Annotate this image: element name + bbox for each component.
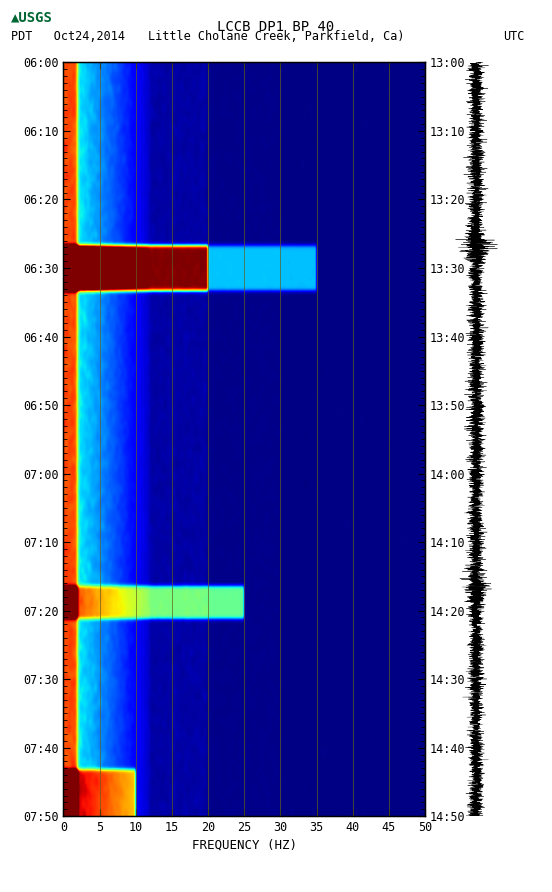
X-axis label: FREQUENCY (HZ): FREQUENCY (HZ) bbox=[192, 838, 297, 851]
Text: Little Cholane Creek, Parkfield, Ca): Little Cholane Creek, Parkfield, Ca) bbox=[148, 30, 404, 44]
Text: ▲USGS: ▲USGS bbox=[11, 11, 53, 25]
Text: PDT   Oct24,2014: PDT Oct24,2014 bbox=[11, 30, 125, 44]
Text: UTC: UTC bbox=[503, 30, 524, 44]
Text: LCCB DP1 BP 40: LCCB DP1 BP 40 bbox=[217, 20, 335, 34]
